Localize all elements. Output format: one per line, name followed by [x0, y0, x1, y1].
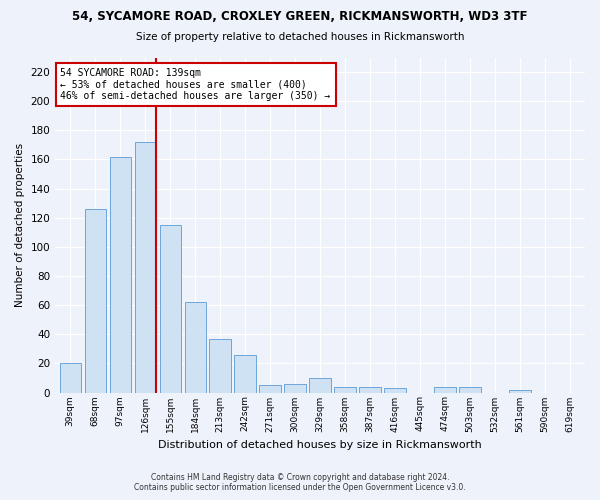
Bar — [235, 354, 256, 393]
Bar — [134, 142, 156, 393]
Bar — [359, 386, 380, 392]
Bar — [160, 225, 181, 392]
Bar — [110, 156, 131, 392]
Bar — [209, 338, 231, 392]
Text: 54 SYCAMORE ROAD: 139sqm
← 53% of detached houses are smaller (400)
46% of semi-: 54 SYCAMORE ROAD: 139sqm ← 53% of detach… — [61, 68, 331, 101]
Bar — [434, 386, 455, 392]
Bar — [460, 386, 481, 392]
Bar — [310, 378, 331, 392]
Text: Contains HM Land Registry data © Crown copyright and database right 2024.
Contai: Contains HM Land Registry data © Crown c… — [134, 473, 466, 492]
Y-axis label: Number of detached properties: Number of detached properties — [15, 143, 25, 307]
Text: 54, SYCAMORE ROAD, CROXLEY GREEN, RICKMANSWORTH, WD3 3TF: 54, SYCAMORE ROAD, CROXLEY GREEN, RICKMA… — [72, 10, 528, 23]
Bar — [185, 302, 206, 392]
Bar — [385, 388, 406, 392]
Bar — [284, 384, 306, 392]
Bar — [59, 364, 81, 392]
Bar — [85, 209, 106, 392]
Bar — [334, 386, 356, 392]
Bar — [259, 385, 281, 392]
Bar — [509, 390, 530, 392]
Text: Size of property relative to detached houses in Rickmansworth: Size of property relative to detached ho… — [136, 32, 464, 42]
X-axis label: Distribution of detached houses by size in Rickmansworth: Distribution of detached houses by size … — [158, 440, 482, 450]
